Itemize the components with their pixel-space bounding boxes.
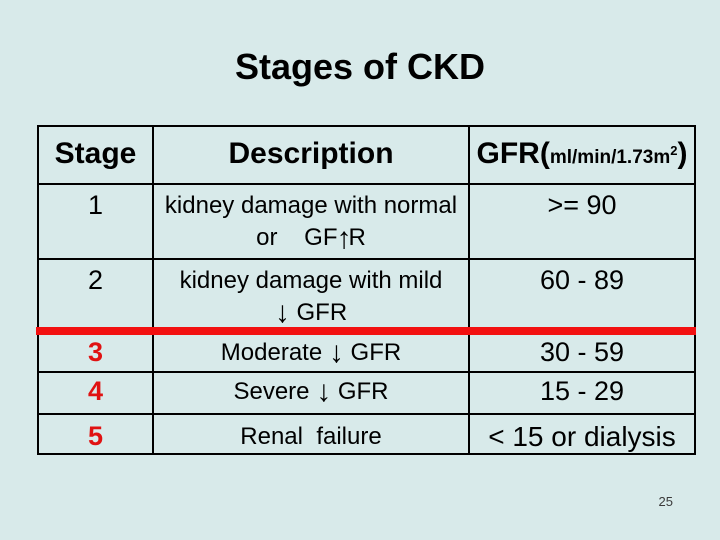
description-line-2: ↓ GFR [274, 296, 348, 329]
down-arrow-icon: ↓ [274, 296, 290, 329]
description-cell-3: Moderate ↓ GFR [154, 334, 470, 371]
description-cell-4: Severe ↓ GFR [154, 373, 470, 413]
gfr-cell-3: 30 - 59 [539, 337, 625, 367]
gfr-header-prefix: GFR( [476, 137, 550, 170]
stage-cell-1: 1 [39, 185, 154, 258]
up-arrow-icon: ↑ [336, 222, 352, 255]
description-line-2: or GF↑R [256, 222, 366, 255]
table-row-stage-1: 1 kidney damage with normal or GF↑R >= 9… [39, 183, 694, 258]
table-row-stage-4: 4 Severe ↓ GFR 15 - 29 [39, 371, 694, 413]
description-line-1: kidney damage with normal [164, 192, 458, 219]
down-arrow-icon: ↓ [316, 375, 332, 408]
gfr-header-unit: ml/min/1.73m [549, 147, 671, 168]
description-cell-1: kidney damage with normal or GF↑R [154, 185, 470, 258]
gfr-header-suffix: ) [677, 137, 688, 170]
table-row-stage-5: 5 Renal failure < 15 or dialysis [39, 413, 694, 453]
page-number: 25 [658, 494, 673, 509]
gfr-header-superscript: 2 [670, 143, 678, 158]
column-header-gfr: GFR(ml/min/1.73m2) [470, 127, 694, 183]
ckd-stages-table: Stage Description GFR(ml/min/1.73m2) 1 k… [37, 125, 696, 455]
stage-cell-5: 5 [39, 415, 154, 453]
description-cell-2: kidney damage with mild ↓ GFR [154, 260, 470, 332]
stage-cell-4: 4 [39, 373, 154, 413]
description-cell-5: Renal failure [154, 415, 470, 453]
column-header-stage: Stage [39, 127, 154, 183]
down-arrow-icon: ↓ [328, 336, 344, 369]
table-row-stage-3: 3 Moderate ↓ GFR 30 - 59 [39, 332, 694, 371]
red-divider-line [36, 327, 696, 335]
slide-title: Stages of CKD [234, 46, 486, 87]
gfr-cell-4: 15 - 29 [539, 376, 625, 406]
description-line-1: kidney damage with mild [179, 267, 443, 294]
gfr-cell-1: >= 90 [547, 190, 617, 220]
stage-cell-2: 2 [39, 260, 154, 332]
column-header-description: Description [154, 127, 470, 183]
table-header-row: Stage Description GFR(ml/min/1.73m2) [39, 127, 694, 183]
gfr-cell-5: < 15 or dialysis [488, 421, 676, 452]
gfr-cell-2: 60 - 89 [539, 265, 625, 295]
table-row-stage-2: 2 kidney damage with mild ↓ GFR 60 - 89 [39, 258, 694, 332]
stage-cell-3: 3 [39, 334, 154, 371]
